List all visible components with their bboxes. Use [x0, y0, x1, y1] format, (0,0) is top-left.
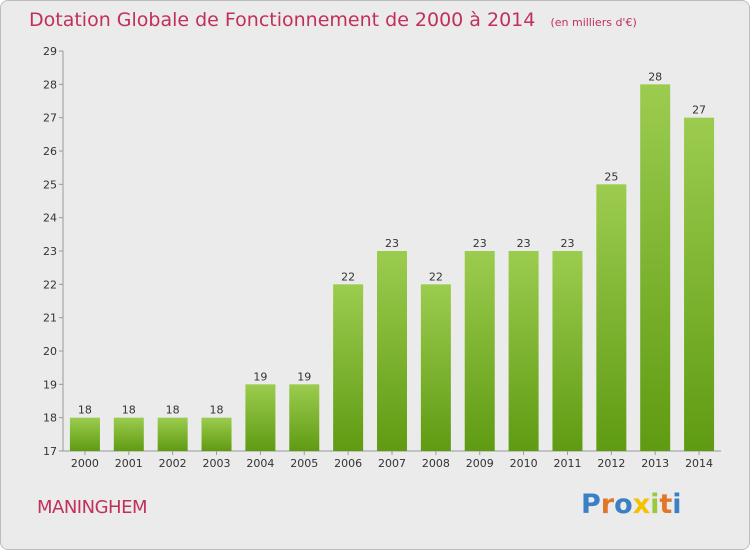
y-tick-label: 26	[43, 145, 57, 158]
bar	[420, 284, 451, 451]
x-tick-label: 2009	[466, 457, 494, 470]
bar	[552, 251, 583, 451]
bar	[684, 117, 715, 452]
y-tick-label: 27	[43, 112, 57, 125]
x-tick-label: 2001	[115, 457, 143, 470]
logo-letter: r	[600, 489, 615, 520]
x-tick-label: 2014	[685, 457, 713, 470]
bar	[201, 417, 232, 451]
x-tick-label: 2012	[597, 457, 625, 470]
bar-value-label: 18	[122, 404, 136, 417]
y-tick-label: 21	[43, 312, 57, 325]
bar-value-label: 19	[297, 370, 311, 383]
x-tick-label: 2004	[246, 457, 274, 470]
logo-letter: P	[581, 489, 601, 520]
bar	[157, 417, 188, 451]
x-tick-label: 2007	[378, 457, 406, 470]
y-tick-label: 18	[43, 412, 57, 425]
logo-letter: t	[659, 489, 673, 520]
bar-value-label: 25	[604, 170, 618, 183]
x-tick-label: 2010	[510, 457, 538, 470]
x-tick-label: 2013	[641, 457, 669, 470]
bar	[333, 284, 364, 451]
logo-letter: i	[672, 489, 682, 520]
bar	[377, 251, 407, 451]
bar	[640, 84, 671, 451]
title-row: Dotation Globale de Fonctionnement de 20…	[29, 9, 637, 31]
y-tick-label: 24	[43, 212, 57, 225]
bar-value-label: 18	[78, 404, 92, 417]
bar-value-label: 19	[253, 370, 267, 383]
y-tick-label: 25	[43, 178, 57, 191]
bar	[69, 417, 100, 451]
y-tick-label: 19	[43, 378, 57, 391]
bar-value-label: 27	[692, 104, 706, 117]
y-tick-label: 20	[43, 345, 57, 358]
x-tick-label: 2006	[334, 457, 362, 470]
x-tick-label: 2000	[71, 457, 99, 470]
bar-value-label: 23	[517, 237, 531, 250]
chart-title: Dotation Globale de Fonctionnement de 20…	[29, 9, 536, 31]
x-tick-label: 2005	[290, 457, 318, 470]
logo-letter: i	[650, 489, 660, 520]
bar-value-label: 23	[473, 237, 487, 250]
y-tick-label: 17	[43, 445, 57, 458]
bar	[596, 184, 627, 452]
bar-value-label: 23	[385, 237, 399, 250]
logo-letter: x	[632, 489, 651, 520]
bar-value-label: 22	[341, 270, 355, 283]
bar	[508, 251, 539, 451]
bar	[289, 384, 320, 451]
bar-value-label: 18	[210, 404, 224, 417]
y-tick-label: 29	[43, 45, 57, 58]
logo-letter: o	[614, 489, 633, 520]
commune-name: MANINGHEM	[37, 497, 147, 518]
y-tick-label: 28	[43, 78, 57, 91]
bar	[245, 384, 276, 451]
chart-subtitle: (en milliers d'€)	[550, 16, 637, 29]
x-tick-label: 2008	[422, 457, 450, 470]
x-tick-label: 2011	[553, 457, 581, 470]
bar	[113, 417, 144, 451]
bar-value-label: 22	[429, 270, 443, 283]
bar	[464, 251, 495, 451]
y-tick-label: 22	[43, 278, 57, 291]
proxiti-logo[interactable]: Proxiti	[581, 489, 682, 520]
bar-value-label: 18	[166, 404, 180, 417]
x-tick-label: 2002	[159, 457, 187, 470]
y-tick-label: 23	[43, 245, 57, 258]
bar-value-label: 23	[560, 237, 574, 250]
bar-value-label: 28	[648, 70, 662, 83]
x-tick-label: 2003	[203, 457, 231, 470]
